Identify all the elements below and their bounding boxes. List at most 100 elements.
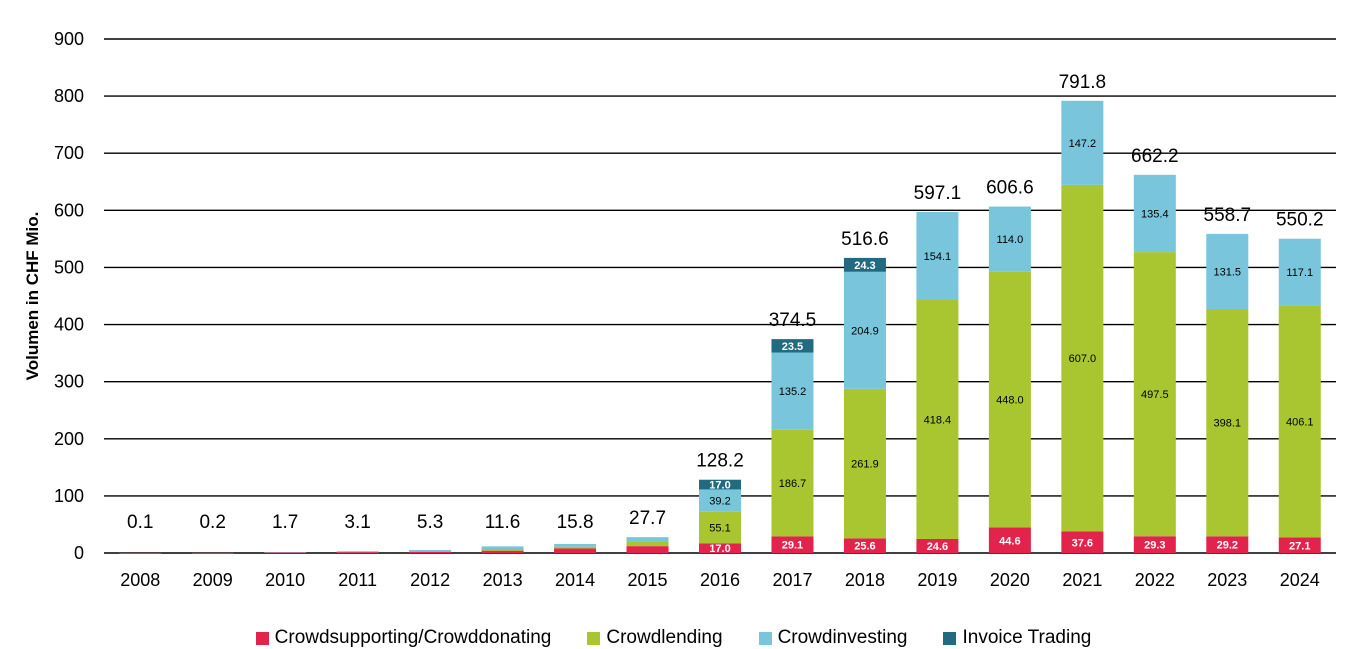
bar-segment: [699, 479, 741, 490]
bar-segment: [1278, 537, 1321, 553]
bar-segment: [771, 339, 814, 353]
total-label: 1.7: [272, 512, 298, 533]
bar-segment: [409, 549, 452, 552]
segment-label: 25.6: [854, 541, 875, 553]
segment-label: 29.2: [1217, 540, 1238, 552]
bar-segment: [554, 546, 597, 549]
segment-label: 131.5: [1214, 266, 1242, 278]
bars: 0.1 0.2 1.7 3.1 5.3 11.6 15.8 27.7 17.0 55.1 39.2 1…: [119, 72, 1324, 555]
bar-segment: [119, 552, 162, 554]
total-label: 15.8: [557, 512, 594, 533]
total-label: 374.5: [769, 310, 817, 331]
total-label: 662.2: [1131, 146, 1179, 167]
total-label: 11.6: [485, 512, 521, 533]
legend-label: Crowdinvesting: [777, 627, 908, 648]
segment-label: 37.6: [1072, 537, 1093, 549]
x-axis-ticks: 2008 2009 2010 2011 2012 2013 2014 2015 2016 2017…: [120, 570, 1320, 590]
legend-swatch: [943, 631, 957, 645]
bar-segment: [554, 548, 597, 553]
bar-segment: [699, 489, 741, 512]
y-axis-label: Volumen in CHF Mio.: [23, 212, 42, 381]
bar-segment: [626, 546, 669, 553]
bar-segment: [1061, 184, 1104, 532]
segment-label: 29.1: [782, 540, 803, 552]
bar-segment: [843, 538, 886, 553]
x-tick-label: 2009: [193, 570, 233, 590]
segment-label: 497.5: [1141, 389, 1169, 401]
legend-item: Invoice Trading: [943, 627, 1091, 649]
y-tick-label: 0: [74, 543, 84, 563]
x-tick-label: 2017: [772, 570, 812, 590]
y-tick-label: 200: [54, 429, 84, 449]
bar-segment: [1061, 100, 1104, 185]
x-tick-label: 2020: [990, 570, 1030, 590]
legend-item: Crowdsupporting/Crowddonating: [255, 627, 551, 649]
bar-segment: [916, 538, 959, 553]
bar-segment: [1133, 252, 1176, 537]
bar-segment: [988, 271, 1031, 528]
bar-segment: [916, 299, 959, 539]
y-tick-label: 100: [54, 486, 84, 506]
bar-segment: [409, 551, 452, 552]
y-tick-label: 900: [54, 29, 84, 49]
bar-segment: [1278, 305, 1321, 538]
y-axis-ticks: 0 100 200 300 400 500 600 700 800 900: [54, 29, 84, 563]
bar-segment: [481, 546, 524, 550]
bar-segment: [916, 211, 959, 300]
x-tick-label: 2010: [265, 570, 305, 590]
x-tick-label: 2016: [700, 570, 740, 590]
total-label: 606.6: [986, 178, 1034, 199]
segment-label: 154.1: [924, 251, 952, 263]
x-tick-label: 2014: [555, 570, 595, 590]
segment-label: 23.5: [782, 341, 803, 353]
legend-label: Invoice Trading: [962, 627, 1092, 648]
segment-label: 448.0: [996, 395, 1024, 407]
grid-lines: [104, 38, 1336, 554]
segment-label: 135.2: [779, 386, 807, 398]
total-label: 597.1: [914, 183, 962, 204]
bar-segment: [264, 552, 307, 553]
total-label: 0.2: [199, 512, 225, 533]
y-tick-label: 800: [54, 86, 84, 106]
total-label: 558.7: [1204, 205, 1252, 226]
x-tick-label: 2008: [120, 570, 160, 590]
y-tick-label: 300: [54, 372, 84, 392]
total-label: 5.3: [417, 512, 443, 533]
bar-segment: [988, 527, 1031, 553]
segment-label: 186.7: [779, 478, 807, 490]
bar-segment: [1133, 174, 1176, 253]
bar-segment: [409, 551, 452, 553]
bar-segment: [264, 552, 307, 553]
segment-label: 117.1: [1286, 267, 1313, 279]
segment-label: 17.0: [709, 480, 730, 492]
segment-label: 261.9: [851, 459, 879, 471]
y-tick-label: 700: [54, 143, 84, 163]
segment-label: 418.4: [924, 414, 952, 426]
bar-segment: [1206, 308, 1249, 537]
bar-segment: [336, 552, 379, 553]
y-tick-label: 400: [54, 315, 84, 335]
bar-segment: [843, 271, 886, 389]
bar-segment: [988, 206, 1031, 272]
bar-segment: [843, 388, 886, 539]
segment-label: 55.1: [709, 523, 730, 535]
y-tick-label: 500: [54, 257, 84, 277]
bar-segment: [626, 537, 669, 542]
total-label: 550.2: [1276, 210, 1324, 231]
bar-segment: [699, 543, 741, 553]
total-label: 791.8: [1059, 72, 1107, 93]
segment-label: 44.6: [999, 535, 1020, 547]
x-tick-label: 2013: [483, 570, 523, 590]
bar-segment: [191, 552, 234, 554]
total-label: 0.1: [127, 512, 153, 533]
total-label: 516.6: [841, 229, 889, 250]
segment-label: 27.1: [1289, 540, 1310, 552]
bar-segment: [843, 257, 886, 272]
total-label: 128.2: [696, 451, 744, 472]
legend-item: Crowdlending: [587, 627, 723, 649]
segment-label: 204.9: [851, 325, 879, 337]
segment-label: 607.0: [1069, 353, 1097, 365]
segment-label: 24.3: [854, 260, 875, 272]
segment-label: 135.4: [1141, 208, 1169, 220]
legend-swatch: [587, 631, 601, 645]
